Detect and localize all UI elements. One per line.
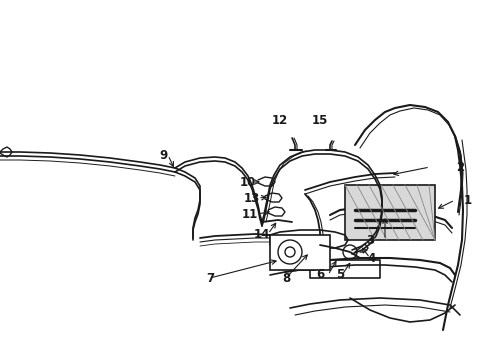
Text: 13: 13 xyxy=(244,192,260,204)
Text: 4: 4 xyxy=(367,252,375,265)
Text: 1: 1 xyxy=(463,194,471,207)
Text: 11: 11 xyxy=(242,207,258,220)
Circle shape xyxy=(285,247,294,257)
Bar xyxy=(269,235,329,270)
Text: 6: 6 xyxy=(315,269,324,282)
Text: 7: 7 xyxy=(205,271,214,284)
Text: 10: 10 xyxy=(240,176,256,189)
Bar xyxy=(345,185,434,240)
Text: 5: 5 xyxy=(335,269,344,282)
Text: 8: 8 xyxy=(281,271,289,284)
Text: 9: 9 xyxy=(159,149,167,162)
Text: 3: 3 xyxy=(365,234,373,247)
Text: 12: 12 xyxy=(271,113,287,126)
Text: 2: 2 xyxy=(455,161,463,174)
Text: 14: 14 xyxy=(253,228,270,240)
Text: 15: 15 xyxy=(311,113,327,126)
